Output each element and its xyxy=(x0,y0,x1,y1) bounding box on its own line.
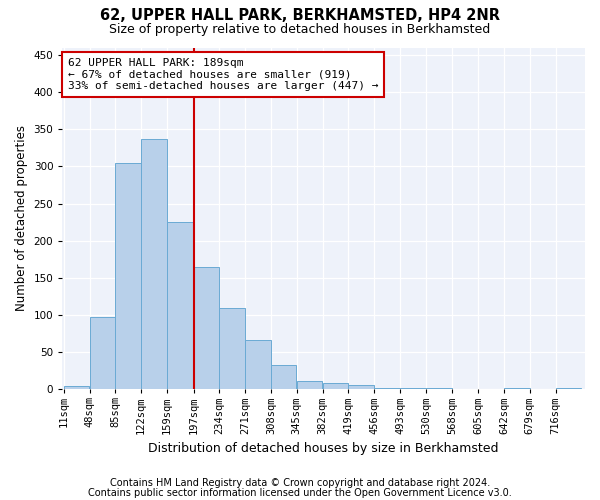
Text: Contains public sector information licensed under the Open Government Licence v3: Contains public sector information licen… xyxy=(88,488,512,498)
Bar xyxy=(556,388,581,389)
Bar xyxy=(323,382,348,389)
Bar xyxy=(64,386,89,389)
X-axis label: Distribution of detached houses by size in Berkhamsted: Distribution of detached houses by size … xyxy=(148,442,499,455)
Bar xyxy=(141,139,167,389)
Bar xyxy=(167,222,193,389)
Bar xyxy=(297,381,322,389)
Bar xyxy=(245,340,271,389)
Bar xyxy=(504,388,530,389)
Bar xyxy=(374,388,400,389)
Bar xyxy=(349,385,374,389)
Bar xyxy=(271,364,296,389)
Bar xyxy=(220,308,245,389)
Bar xyxy=(426,388,452,389)
Bar xyxy=(400,388,425,389)
Text: 62, UPPER HALL PARK, BERKHAMSTED, HP4 2NR: 62, UPPER HALL PARK, BERKHAMSTED, HP4 2N… xyxy=(100,8,500,22)
Bar xyxy=(194,266,219,389)
Text: Contains HM Land Registry data © Crown copyright and database right 2024.: Contains HM Land Registry data © Crown c… xyxy=(110,478,490,488)
Text: Size of property relative to detached houses in Berkhamsted: Size of property relative to detached ho… xyxy=(109,22,491,36)
Y-axis label: Number of detached properties: Number of detached properties xyxy=(15,126,28,312)
Bar xyxy=(89,317,115,389)
Bar xyxy=(115,164,141,389)
Text: 62 UPPER HALL PARK: 189sqm
← 67% of detached houses are smaller (919)
33% of sem: 62 UPPER HALL PARK: 189sqm ← 67% of deta… xyxy=(68,58,378,91)
